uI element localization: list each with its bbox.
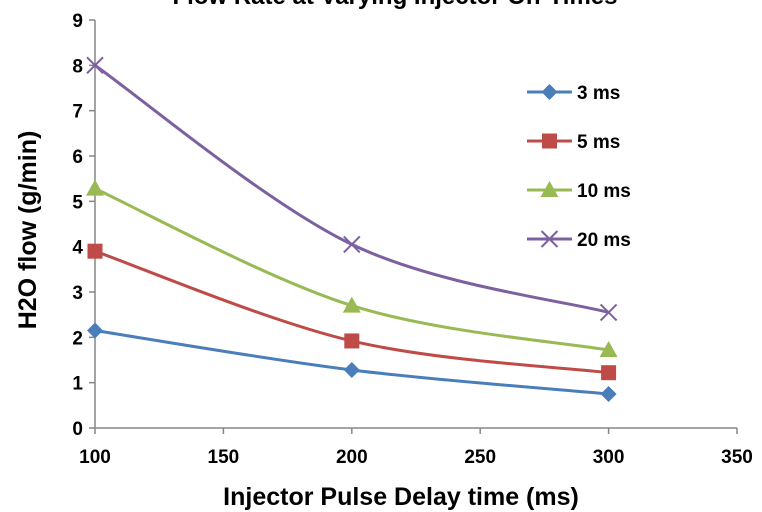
data-point-3ms — [600, 386, 617, 402]
y-tick-label: 2 — [72, 328, 83, 349]
x-tick-label: 300 — [593, 447, 625, 468]
data-point-10ms — [342, 296, 361, 313]
y-tick-label: 1 — [72, 374, 83, 395]
x-tick-label: 100 — [79, 447, 111, 468]
legend-item-10ms: 10 ms — [527, 181, 631, 202]
x-tick-label: 350 — [721, 447, 753, 468]
series-layer — [86, 56, 618, 402]
series-10ms — [86, 179, 618, 358]
x-tick-label: 200 — [336, 447, 368, 468]
data-point-20ms — [86, 56, 104, 75]
legend-marker — [541, 84, 558, 100]
y-tick-label: 0 — [72, 419, 83, 440]
y-tick-label: 7 — [72, 102, 83, 123]
legend-label: 10 ms — [577, 181, 631, 202]
data-point-10ms — [86, 179, 104, 196]
data-point-5ms — [601, 365, 617, 381]
data-point-3ms — [343, 361, 360, 378]
legend-marker — [540, 230, 559, 248]
data-point-3ms — [87, 322, 103, 339]
x-tick-label: 250 — [464, 447, 496, 468]
y-axis-ticks: 0 1 2 3 4 5 6 7 8 9 — [72, 11, 95, 440]
data-point-20ms — [599, 303, 618, 322]
legend-marker — [540, 181, 559, 197]
y-tick-label: 3 — [72, 283, 83, 304]
y-tick-label: 9 — [72, 11, 83, 32]
data-point-5ms — [87, 243, 103, 259]
chart-title: Flow Rate at Varying Injector On-Times — [173, 0, 618, 10]
y-tick-label: 4 — [72, 238, 83, 259]
series-20ms — [86, 56, 618, 322]
y-tick-label: 6 — [72, 147, 83, 168]
legend-label: 3 ms — [577, 83, 620, 104]
legend-label: 5 ms — [577, 132, 620, 153]
y-axis-title: H2O flow (g/min) — [14, 131, 42, 330]
legend-item-3ms: 3 ms — [527, 83, 620, 104]
series-3ms — [87, 322, 617, 402]
plot-area: 0 1 2 3 4 5 6 7 8 9 100 150 200 250 300 350 — [72, 11, 752, 468]
y-tick-label: 5 — [72, 192, 83, 213]
data-point-10ms — [599, 341, 618, 358]
y-tick-label: 8 — [72, 56, 83, 77]
legend-label: 20 ms — [577, 230, 631, 251]
data-point-5ms — [344, 333, 360, 349]
data-point-20ms — [343, 235, 361, 254]
legend: 3 ms 5 ms 10 ms 20 ms — [527, 83, 631, 251]
series-5ms — [87, 243, 617, 381]
legend-item-20ms: 20 ms — [527, 230, 631, 251]
x-axis-title: Injector Pulse Delay time (ms) — [223, 483, 579, 511]
legend-item-5ms: 5 ms — [527, 132, 620, 153]
x-tick-label: 150 — [208, 447, 240, 468]
x-axis-ticks: 100 150 200 250 300 350 — [79, 428, 753, 468]
series-line-10ms — [94, 187, 609, 352]
legend-marker — [542, 133, 557, 149]
